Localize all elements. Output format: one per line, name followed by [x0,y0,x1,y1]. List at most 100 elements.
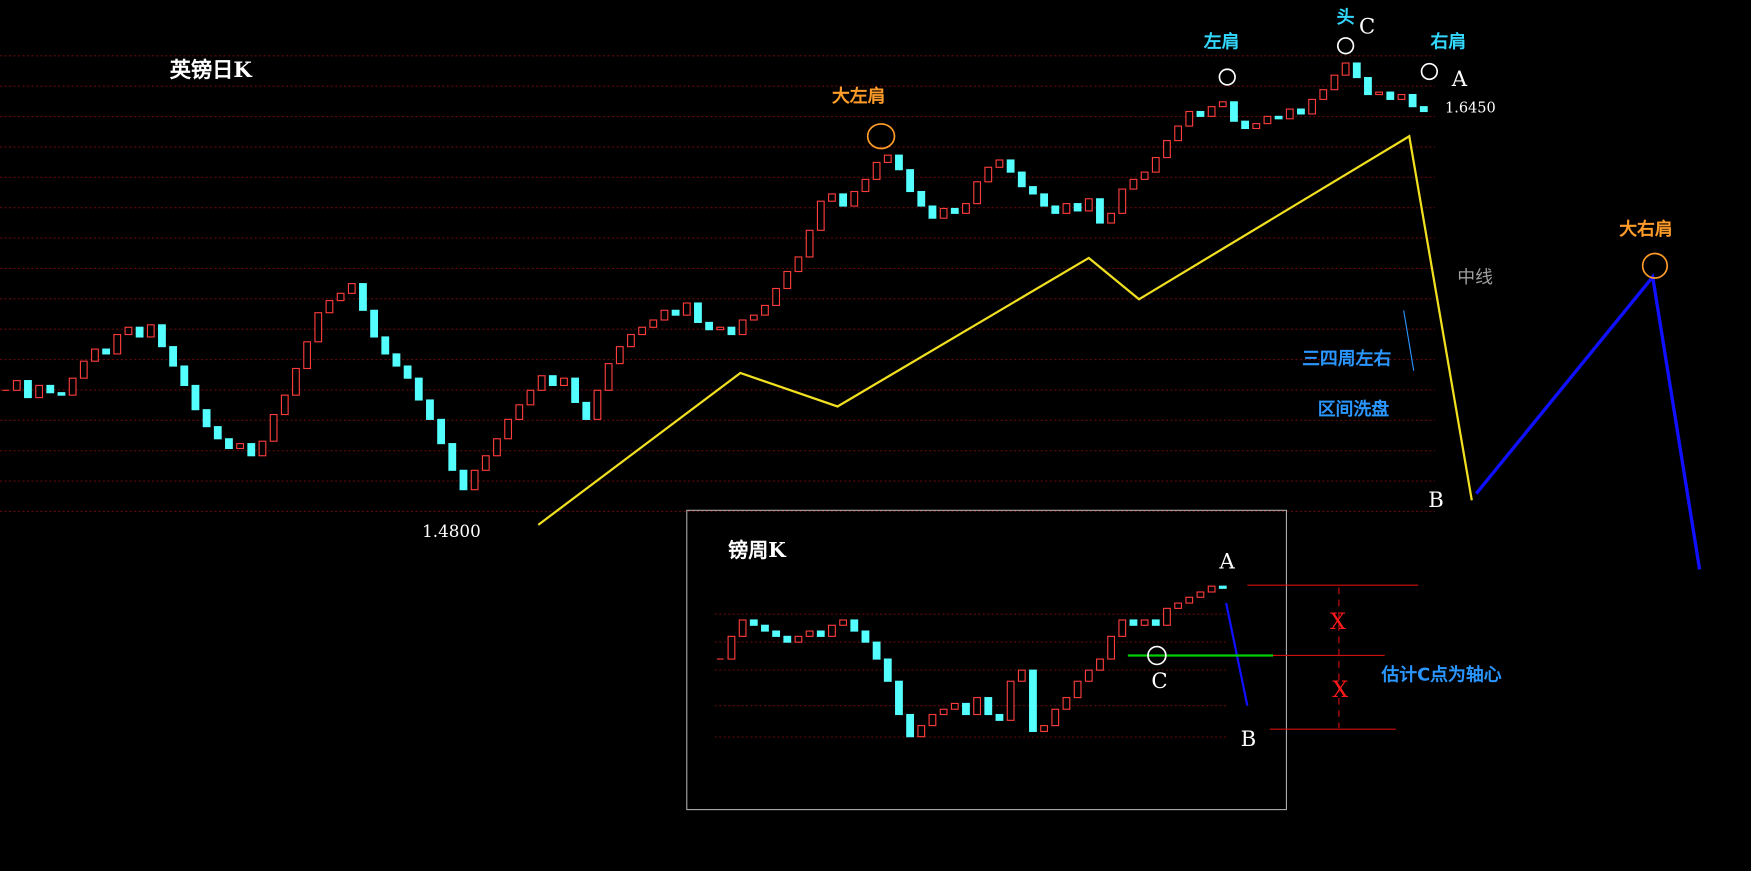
marker-circle [1420,62,1439,81]
candle [414,377,423,401]
candle [280,394,289,416]
candles [2,62,1428,738]
candle [984,166,993,183]
candle [1218,101,1227,108]
candle [872,641,881,660]
candle [102,348,111,355]
candle [481,455,490,471]
marker-circle [1336,37,1355,55]
candle [649,319,658,328]
candle [995,159,1004,168]
candle [1252,123,1261,130]
candle [615,346,624,365]
candle [1408,93,1417,108]
marker-circle [1641,252,1669,279]
candle [950,207,959,214]
candle [1419,106,1428,113]
candle [906,713,915,738]
annotation: B [1241,727,1257,752]
candle [794,635,803,643]
candle [1185,596,1194,604]
candle [1174,125,1183,142]
annotation: 左肩 [1203,30,1240,52]
candle [448,443,457,471]
candle [347,283,356,294]
candle [370,309,379,338]
candle [537,375,546,391]
candle [749,314,758,321]
candle [1330,74,1339,91]
candle [895,680,903,716]
candle [1140,619,1149,626]
candle [225,438,233,450]
candle [526,389,535,406]
annotation: 大左肩 [832,85,886,107]
candle [1062,203,1071,214]
candle [515,404,524,420]
candle [1084,198,1093,212]
candle [1151,157,1160,173]
candle [1364,77,1372,96]
candle [738,319,747,336]
candle [79,360,88,379]
candle [1029,669,1037,732]
candle [560,377,568,387]
candle [1051,205,1060,214]
candle [783,270,792,290]
candle [1386,91,1395,100]
candle [772,287,781,307]
candle [12,380,21,391]
candle [392,353,401,367]
candle [1207,585,1216,593]
candle [91,348,99,362]
candle [995,713,1004,721]
candle [917,190,926,207]
annotation: 头 [1337,7,1355,28]
candle [359,283,367,311]
candle [1241,120,1250,130]
candle [1096,658,1104,671]
candle [113,333,122,355]
candle [1375,91,1384,96]
annotation: 大右肩 [1619,218,1673,240]
candle [1285,108,1294,120]
candle [872,161,881,180]
candle [303,341,312,370]
candle [805,630,814,637]
candle [627,333,635,348]
candle [437,418,446,445]
candle [694,302,702,323]
candle [749,619,758,626]
candle [1397,93,1406,100]
candle [973,697,982,716]
annotation: 右肩 [1430,30,1466,52]
trend-line [537,134,1473,526]
candle [1017,171,1026,188]
candle [727,635,736,660]
annotation: 估计C点为轴心 [1380,664,1501,686]
candle [135,326,144,338]
candle [1118,619,1127,637]
candle [459,469,468,491]
candle [292,367,300,396]
candle [1107,212,1116,224]
candle [68,377,77,396]
candle [604,363,613,391]
candle [1040,725,1049,732]
candle [816,630,825,637]
candle [705,321,714,331]
candle [191,384,200,411]
candle [470,469,479,491]
annotation: 区间洗盘 [1318,398,1390,420]
candle [816,200,825,231]
candle [1174,602,1183,609]
candle [1341,62,1350,76]
candle [1163,140,1171,159]
candle [928,205,937,219]
candle [247,443,256,457]
candle [548,375,557,387]
candle [1006,680,1015,721]
candle [1185,110,1194,127]
candle [1263,115,1272,125]
